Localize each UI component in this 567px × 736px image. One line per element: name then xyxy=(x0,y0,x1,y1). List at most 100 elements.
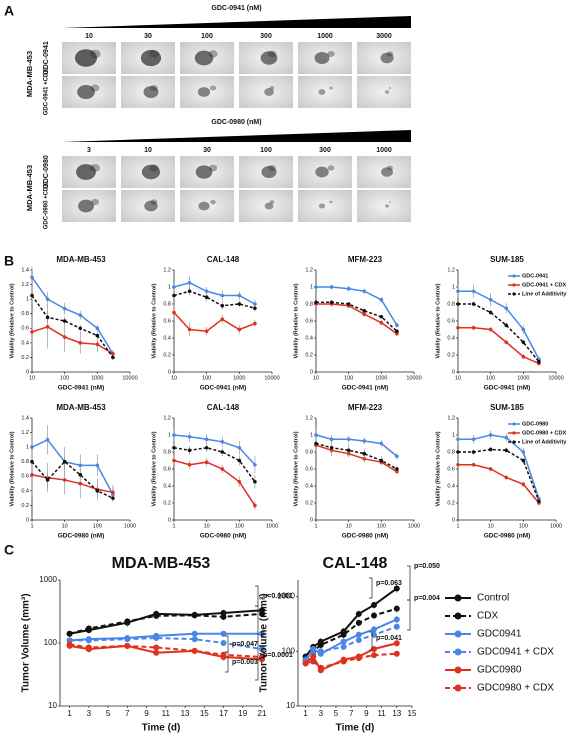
legend-label: Line of Additivity xyxy=(522,439,567,445)
legend-marker xyxy=(512,440,516,444)
x-axis-label: GDC-0941 (nM) xyxy=(200,385,247,392)
data-point xyxy=(488,297,493,302)
x-tick-label: 1 xyxy=(30,523,33,529)
y-tick-label: 0.2 xyxy=(305,352,313,358)
data-point xyxy=(253,306,257,311)
p-value: p=0.050 xyxy=(414,563,440,570)
significance-bracket xyxy=(255,585,259,607)
data-point xyxy=(471,450,476,454)
dose-label: 3 xyxy=(87,147,91,154)
data-point xyxy=(220,630,227,637)
data-point xyxy=(456,289,460,294)
cell-line-label: MDA-MB-453 xyxy=(25,165,34,211)
data-point xyxy=(395,329,399,334)
data-point xyxy=(395,331,399,336)
x-tick-label: 11 xyxy=(162,709,171,718)
legend-marker xyxy=(512,422,516,426)
data-point xyxy=(111,351,115,356)
data-point xyxy=(111,490,115,495)
data-point xyxy=(204,289,209,294)
chart-title: SUM-185 xyxy=(490,403,524,412)
data-point xyxy=(393,605,400,612)
y-tick-label: 0.4 xyxy=(163,483,171,489)
data-point xyxy=(488,310,493,315)
data-point xyxy=(111,355,115,360)
data-point xyxy=(66,641,73,648)
data-point xyxy=(95,463,100,468)
data-point xyxy=(504,323,509,328)
y-tick-label: 0.6 xyxy=(305,466,313,472)
data-point xyxy=(362,451,367,456)
legend-label: GDC-0980 + CDX xyxy=(522,430,567,436)
y-tick-label: 1.2 xyxy=(447,415,455,421)
series-line xyxy=(173,434,256,466)
y-tick-label: 1 xyxy=(310,284,313,290)
spheroid xyxy=(264,202,274,210)
x-tick-label: 100 xyxy=(93,523,102,529)
data-point xyxy=(488,327,493,332)
data-point xyxy=(355,637,362,644)
data-point xyxy=(78,326,83,331)
data-point xyxy=(379,297,384,302)
y-tick-label: 0.6 xyxy=(447,318,455,324)
data-point xyxy=(371,626,377,633)
y-tick-label: 0 xyxy=(168,369,171,375)
data-point xyxy=(187,327,192,332)
dose-label: 10 xyxy=(85,33,93,40)
spheroid xyxy=(75,49,97,67)
legend-marker xyxy=(512,274,516,278)
data-point xyxy=(191,630,198,637)
data-point xyxy=(237,293,242,298)
y-tick-label: 0.4 xyxy=(305,483,313,489)
spheroid xyxy=(140,49,162,67)
series-line xyxy=(173,446,256,483)
x-tick-label: 100 xyxy=(519,523,528,529)
y-tick-label: 1000 xyxy=(277,592,295,601)
chart-title: MDA-MB-453 xyxy=(112,555,211,572)
y-tick-label: 0.2 xyxy=(21,355,29,361)
data-point xyxy=(456,450,460,454)
y-tick-label: 1.2 xyxy=(447,267,455,273)
legend-marker xyxy=(454,666,462,674)
x-axis-label: GDC-0941 (nM) xyxy=(342,385,389,392)
row-label: GDC-0980 +CDX xyxy=(44,183,50,230)
spheroid xyxy=(150,85,158,91)
series-line xyxy=(316,301,398,332)
dose-label: 10 xyxy=(144,147,152,154)
data-point xyxy=(456,437,460,442)
x-axis-label: GDC-0980 (nM) xyxy=(342,533,389,540)
x-tick-label: 1000 xyxy=(550,523,562,529)
data-point xyxy=(85,644,92,651)
chart: CAL-148 GDC-0980 (nM) Viability (Relative … xyxy=(151,403,278,540)
data-point xyxy=(362,309,367,313)
data-point xyxy=(95,326,100,331)
spheroid xyxy=(269,86,275,90)
legend-marker xyxy=(454,594,462,602)
data-point xyxy=(340,658,347,665)
data-point xyxy=(95,489,100,493)
y-axis-label: Viability (Relative to Control) xyxy=(9,431,15,506)
y-tick-label: 0.8 xyxy=(447,449,455,455)
data-point xyxy=(393,640,400,647)
data-point xyxy=(187,280,192,285)
data-point xyxy=(187,434,192,439)
x-tick-label: 1000 xyxy=(375,375,387,381)
series-line xyxy=(173,459,256,506)
legend-marker xyxy=(512,292,516,296)
data-point xyxy=(172,433,176,437)
spheroid xyxy=(387,165,393,171)
panel-label: C xyxy=(4,542,14,558)
x-tick-label: 10 xyxy=(488,523,494,529)
data-point xyxy=(395,467,399,471)
data-point xyxy=(259,653,265,660)
legend-marker xyxy=(454,630,462,638)
dose-label: 100 xyxy=(260,147,272,154)
data-point xyxy=(78,473,83,477)
spheroid xyxy=(314,52,330,64)
data-point xyxy=(379,458,384,463)
legend-marker xyxy=(512,431,516,435)
y-axis-label: Tumor Volume (mm³) xyxy=(21,593,32,692)
data-point xyxy=(504,475,509,480)
data-point xyxy=(537,360,541,364)
x-tick-label: 100 xyxy=(377,523,386,529)
